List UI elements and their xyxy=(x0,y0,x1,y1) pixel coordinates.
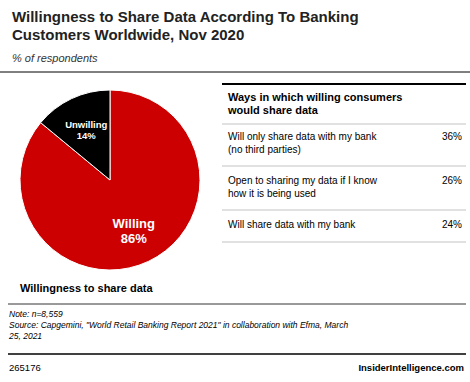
table-divider xyxy=(222,210,466,211)
note: 25, 2021 xyxy=(8,331,42,341)
chart: Willingness to Share Data According To B… xyxy=(0,0,470,382)
table-title: Ways in which willing consumerswould sha… xyxy=(227,91,402,116)
table-row-label-line: Will only share data with my bank xyxy=(228,131,377,142)
title-rule xyxy=(0,72,470,73)
slice-label-value: 14% xyxy=(77,130,97,141)
table-row-label-line: Will share data with my bank xyxy=(228,219,356,230)
table-divider xyxy=(222,242,466,243)
slice-label-value: 86% xyxy=(121,231,147,246)
table-top-rule xyxy=(222,83,466,85)
pie-slice xyxy=(41,90,110,180)
note: Source: Capgemini, "World Retail Banking… xyxy=(9,320,348,330)
slice-label: Willing86% xyxy=(113,216,156,246)
table-row-label-line: how it is being used xyxy=(228,188,316,199)
note: Note: n=8,559 xyxy=(9,309,63,319)
table-title-line: Ways in which willing consumers xyxy=(228,91,402,103)
table-title-line: would share data xyxy=(227,104,319,116)
table-divider xyxy=(222,124,466,125)
footer-right: InsiderIntelligence.com xyxy=(358,362,464,373)
slice-label-category: Willing xyxy=(113,216,156,231)
slice-label: Unwilling14% xyxy=(65,119,107,141)
pie-caption: Willingness to share data xyxy=(20,282,153,294)
table-row-value: 36% xyxy=(442,131,462,142)
table-row-label: Will share data with my bank xyxy=(228,219,356,230)
note-rule xyxy=(8,304,466,305)
table-row-label-line: Open to sharing my data if I know xyxy=(228,175,378,186)
footer-left: 265176 xyxy=(9,362,41,373)
table-row-value: 26% xyxy=(442,175,462,186)
subtitle: % of respondents xyxy=(12,52,98,64)
subtitle-line: % of respondents xyxy=(12,52,98,64)
title: Willingness to Share Data According To B… xyxy=(12,8,359,43)
table-row-label: Open to sharing my data if I know how it … xyxy=(228,175,378,199)
table-divider xyxy=(222,166,466,167)
footer-rule xyxy=(8,353,466,355)
pie: Willing86% Unwilling14% xyxy=(20,90,200,270)
pie-slice xyxy=(20,90,200,270)
table-row-value: 24% xyxy=(442,219,462,230)
title-line: Customers Worldwide, Nov 2020 xyxy=(12,26,244,43)
title-line: Willingness to Share Data According To B… xyxy=(12,8,359,25)
pie-caption-line: Willingness to share data xyxy=(20,282,153,294)
table-row-label: Will only share data with my bank (no thi… xyxy=(228,131,377,155)
slice-label-category: Unwilling xyxy=(65,119,107,130)
table-row-label-line: (no third parties) xyxy=(228,144,301,155)
